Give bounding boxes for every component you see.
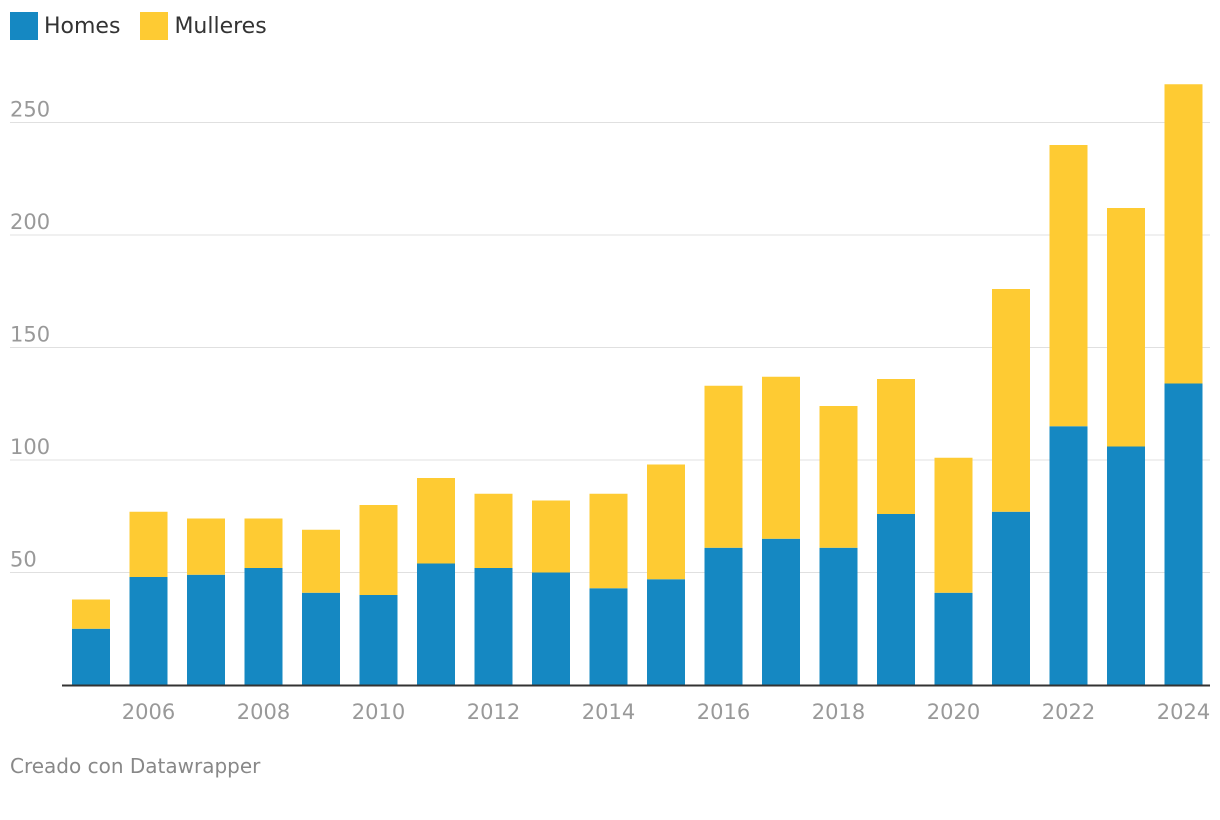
bar-men-2015 (647, 579, 685, 685)
bar-women-2017 (762, 376, 800, 539)
bar-women-2007 (187, 518, 225, 575)
x-tick-label-2020: 2020 (927, 700, 980, 724)
x-tick-label-2008: 2008 (237, 700, 290, 724)
x-tick-label-2022: 2022 (1042, 700, 1095, 724)
bar-women-2014 (589, 493, 628, 589)
y-tick-label-100: 100 (10, 435, 50, 459)
y-tick-label-200: 200 (10, 210, 50, 234)
x-tick-label-2012: 2012 (467, 700, 520, 724)
bar-women-2006 (129, 511, 168, 577)
x-tick-label-2006: 2006 (122, 700, 175, 724)
bar-men-2016 (704, 547, 743, 685)
legend-label-men: Homes (44, 13, 121, 39)
bar-women-2018 (819, 406, 858, 548)
bar-women-2005 (72, 599, 110, 629)
stacked-bar-chart: 50 100 150 200 250 2006 2008 2010 2012 2014 2016 20… (10, 84, 1210, 724)
legend-swatch-women (140, 12, 169, 40)
bar-women-2023 (1107, 208, 1145, 447)
y-tick-label-50: 50 (10, 548, 37, 572)
bar-women-2024 (1164, 84, 1203, 384)
bar-women-2011 (417, 478, 455, 564)
bar-women-2010 (359, 505, 398, 595)
bar-men-2012 (474, 568, 513, 685)
bar-men-2021 (992, 511, 1030, 685)
bar-women-2012 (474, 493, 513, 568)
bar-men-2022 (1049, 426, 1088, 685)
x-tick-label-2010: 2010 (352, 700, 405, 724)
x-tick-label-2024: 2024 (1157, 700, 1210, 724)
bar-women-2016 (704, 385, 743, 548)
chart-legend: Homes Mulleres (10, 12, 267, 40)
x-tick-label-2018: 2018 (812, 700, 865, 724)
legend-item-women: Mulleres (140, 12, 267, 40)
x-tick-label-2014: 2014 (582, 700, 635, 724)
bar-men-2011 (417, 563, 455, 685)
bar-men-2006 (129, 577, 168, 685)
bar-men-2014 (589, 588, 628, 685)
bar-women-2009 (302, 529, 340, 593)
bar-men-2020 (934, 592, 973, 685)
bar-men-2010 (359, 595, 398, 685)
bar-men-2017 (762, 538, 800, 685)
bar-women-2020 (934, 457, 973, 593)
legend-label-women: Mulleres (174, 13, 267, 39)
y-tick-label-150: 150 (10, 323, 50, 347)
bar-women-2019 (877, 379, 915, 514)
bar-women-2015 (647, 464, 685, 580)
bar-women-2022 (1049, 145, 1088, 427)
bar-men-2009 (302, 592, 340, 685)
legend-item-men: Homes (10, 12, 120, 40)
bar-men-2013 (532, 572, 570, 685)
bar-men-2023 (1107, 446, 1145, 685)
bar-men-2024 (1164, 383, 1203, 685)
x-tick-label-2016: 2016 (697, 700, 750, 724)
y-tick-label-250: 250 (10, 98, 50, 122)
bar-men-2008 (244, 568, 283, 685)
bar-women-2021 (992, 289, 1030, 512)
legend-swatch-men (10, 12, 38, 40)
bar-women-2008 (244, 518, 283, 568)
bar-men-2005 (72, 628, 110, 685)
bar-men-2018 (819, 547, 858, 685)
bar-women-2013 (532, 500, 570, 573)
bar-men-2007 (187, 574, 225, 685)
datawrapper-credit: Creado con Datawrapper (10, 754, 261, 778)
bar-men-2019 (877, 514, 915, 685)
